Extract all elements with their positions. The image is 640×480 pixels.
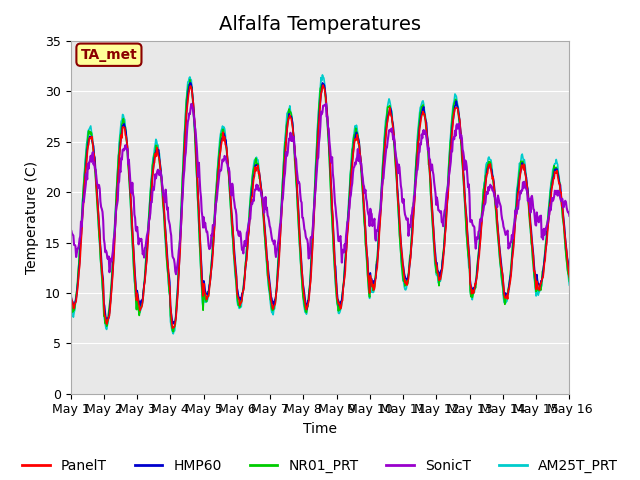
- HMP60: [127, 199, 135, 204]
- PanelT: [67, 288, 74, 294]
- SonicT: [322, 101, 330, 107]
- PanelT: [76, 264, 83, 270]
- Line: NR01_PRT: NR01_PRT: [70, 80, 570, 332]
- HMP60: [381, 135, 389, 141]
- Legend: PanelT, HMP60, NR01_PRT, SonicT, AM25T_PRT: PanelT, HMP60, NR01_PRT, SonicT, AM25T_P…: [17, 454, 623, 479]
- PanelT: [169, 325, 177, 331]
- NR01_PRT: [127, 208, 135, 214]
- AM25T_PRT: [205, 292, 212, 298]
- NR01_PRT: [396, 240, 404, 246]
- NR01_PRT: [179, 178, 186, 183]
- AM25T_PRT: [170, 331, 177, 336]
- SonicT: [76, 236, 83, 241]
- HMP60: [67, 286, 74, 291]
- HMP60: [179, 196, 186, 202]
- HMP60: [205, 282, 213, 288]
- NR01_PRT: [67, 295, 74, 300]
- SonicT: [381, 151, 389, 157]
- Line: HMP60: HMP60: [70, 83, 570, 324]
- HMP60: [187, 80, 195, 86]
- PanelT: [381, 137, 389, 143]
- PanelT: [319, 82, 327, 88]
- AM25T_PRT: [67, 302, 74, 308]
- NR01_PRT: [205, 283, 213, 289]
- Text: TA_met: TA_met: [81, 48, 138, 62]
- Line: AM25T_PRT: AM25T_PRT: [70, 75, 570, 334]
- NR01_PRT: [186, 77, 194, 83]
- AM25T_PRT: [319, 72, 326, 78]
- PanelT: [127, 200, 135, 206]
- HMP60: [396, 226, 404, 231]
- SonicT: [396, 173, 404, 179]
- SonicT: [172, 271, 180, 277]
- Title: Alfalfa Temperatures: Alfalfa Temperatures: [219, 15, 421, 34]
- HMP60: [76, 260, 83, 266]
- PanelT: [396, 229, 404, 235]
- SonicT: [205, 243, 212, 249]
- AM25T_PRT: [381, 118, 389, 124]
- HMP60: [566, 270, 573, 276]
- PanelT: [205, 293, 212, 299]
- AM25T_PRT: [396, 240, 404, 246]
- AM25T_PRT: [566, 282, 573, 288]
- Line: PanelT: PanelT: [70, 85, 570, 328]
- PanelT: [566, 274, 573, 280]
- HMP60: [170, 321, 177, 326]
- Y-axis label: Temperature (C): Temperature (C): [26, 161, 40, 274]
- Line: SonicT: SonicT: [70, 104, 570, 274]
- SonicT: [179, 198, 186, 204]
- SonicT: [566, 213, 573, 219]
- NR01_PRT: [566, 278, 573, 284]
- NR01_PRT: [381, 124, 389, 130]
- SonicT: [127, 186, 135, 192]
- PanelT: [179, 196, 186, 202]
- NR01_PRT: [76, 245, 83, 251]
- AM25T_PRT: [76, 250, 83, 256]
- AM25T_PRT: [127, 210, 135, 216]
- X-axis label: Time: Time: [303, 422, 337, 436]
- AM25T_PRT: [179, 179, 186, 184]
- SonicT: [67, 227, 74, 233]
- NR01_PRT: [170, 329, 177, 335]
